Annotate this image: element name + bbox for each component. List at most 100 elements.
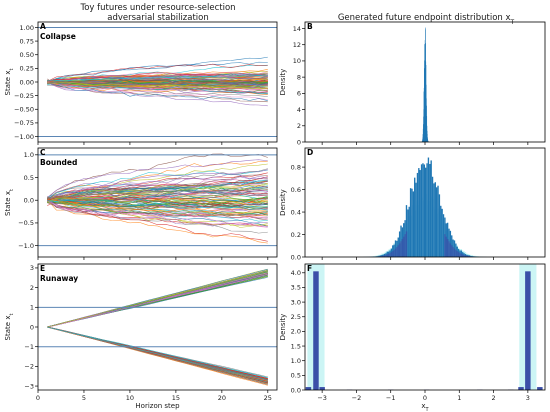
hist-bar xyxy=(420,164,423,257)
hist-band-bar xyxy=(474,255,476,257)
hist-bar xyxy=(423,164,425,257)
trajectory xyxy=(47,169,268,199)
hist-bar xyxy=(415,182,417,257)
xtick-label: 5 xyxy=(82,394,86,402)
hist-band-bar xyxy=(374,255,376,257)
xtick-label: 25 xyxy=(264,394,272,402)
ytick-label: 2.0 xyxy=(291,328,301,336)
trajectory xyxy=(47,63,268,82)
xlabel-sub: T xyxy=(425,407,430,412)
xtick-label: −2 xyxy=(352,394,362,402)
hist-bar xyxy=(442,214,445,257)
ytick-label: 0.5 xyxy=(291,372,301,380)
ylabel: Density xyxy=(279,189,287,216)
trajectory xyxy=(47,64,268,82)
panel-A: −1.00 −0.75 −0.50 −0.25 0.00 0.25 0.50 0.75 1.00… xyxy=(4,21,278,145)
hist-flank-bar xyxy=(396,247,398,257)
ylabel: State xt xyxy=(4,189,15,216)
xtick-label: 10 xyxy=(126,394,134,402)
ytick-label: −1.00 xyxy=(14,133,34,141)
hist-band-bar xyxy=(475,256,478,257)
axes-frame xyxy=(37,147,278,258)
trajectory xyxy=(47,81,268,90)
trajectory xyxy=(47,196,268,207)
hist-flank-bar xyxy=(445,236,447,257)
left-title-line2: adversarial stabilization xyxy=(107,13,209,23)
panel-label: A xyxy=(40,22,46,31)
ytick-label: 2.5 xyxy=(291,313,301,321)
trajectory xyxy=(47,184,268,203)
regime-label: Bounded xyxy=(40,158,77,167)
regime-label: Runaway xyxy=(40,274,78,283)
hist-bar xyxy=(430,160,432,257)
plot-area-B xyxy=(421,27,430,142)
hist-bar xyxy=(438,194,441,257)
hist-bar xyxy=(431,176,434,257)
xtick-label: 2 xyxy=(492,394,496,402)
trajectory xyxy=(47,192,268,203)
ytick-label: 0.2 xyxy=(291,231,301,239)
panels: −1.00−0.75−0.50−0.250.000.250.500.751.00… xyxy=(4,21,546,412)
left-title-line1: Toy futures under resource-selection xyxy=(79,3,235,13)
hist-flank-bar xyxy=(468,256,471,257)
ytick-label: −1.0 xyxy=(18,242,34,250)
ytick-label: −0.75 xyxy=(14,119,34,127)
trajectory xyxy=(47,82,268,100)
trajectory xyxy=(47,80,268,103)
trajectory xyxy=(47,198,268,209)
hist-flank-bar xyxy=(453,248,456,257)
ytick-label: 12 xyxy=(293,41,301,49)
ytick-label: 0.75 xyxy=(20,37,34,45)
xtick-label: 1 xyxy=(457,394,461,402)
trajectory xyxy=(46,199,268,244)
hist-bar xyxy=(468,255,471,257)
trajectory xyxy=(47,274,268,328)
hist-band-bar xyxy=(372,256,375,257)
hist-flank-bar xyxy=(387,253,390,257)
trajectory xyxy=(47,192,268,201)
trajectory xyxy=(47,269,268,328)
hist-flank-bar xyxy=(394,248,397,257)
trajectory xyxy=(47,200,268,228)
hist-flank-bar xyxy=(457,252,460,257)
xlabel: xT xyxy=(421,402,429,412)
ytick-label: 0 xyxy=(30,323,34,331)
panel-F: 0.0 0.5 1.0 1.5 2.0 2.5 3.0 3.5 4.0 −3 −2 −1 0 1 2 3 Den… xyxy=(279,263,546,412)
hist-bar xyxy=(427,157,430,257)
ytick-label: 3 xyxy=(30,264,34,272)
ytick-label: 0 xyxy=(297,138,301,146)
ytick-label: 2 xyxy=(297,122,301,130)
ytick-label: 2 xyxy=(30,284,34,292)
trajectory xyxy=(47,198,268,213)
hist-flank-bar xyxy=(397,245,399,257)
panel-label: B xyxy=(307,22,313,31)
xtick-label: 0 xyxy=(423,394,427,402)
ylabel: State xt xyxy=(4,314,15,341)
trajectory xyxy=(47,81,268,90)
hist-bar xyxy=(525,271,531,390)
hist-bar xyxy=(437,185,439,257)
trajectory xyxy=(47,168,268,201)
xtick-label: −1 xyxy=(386,394,396,402)
ylabel-sub: t xyxy=(9,314,15,316)
hist-bar xyxy=(426,163,428,257)
hist-bar xyxy=(411,188,413,257)
hist-bar xyxy=(433,183,435,257)
hist-flank-bar xyxy=(452,247,454,257)
hist-flank-bar xyxy=(390,252,393,257)
trajectory xyxy=(47,197,268,208)
ylabel: Density xyxy=(279,314,287,341)
hist-bar xyxy=(441,208,443,257)
trajectory xyxy=(47,187,268,199)
panel-B: 0 2 4 6 8 10 12 14 Density B xyxy=(279,21,546,146)
hist-flank-bar xyxy=(405,231,408,257)
ytick-label: 10 xyxy=(293,57,301,65)
ytick-label: 0.0 xyxy=(291,386,301,394)
ytick-label: 1.00 xyxy=(20,24,34,32)
ytick-label: −0.50 xyxy=(14,106,34,114)
ylabel-sub: t xyxy=(9,189,15,191)
ytick-label: 0.00 xyxy=(20,78,34,86)
xlabel: Horizon step xyxy=(135,402,180,410)
